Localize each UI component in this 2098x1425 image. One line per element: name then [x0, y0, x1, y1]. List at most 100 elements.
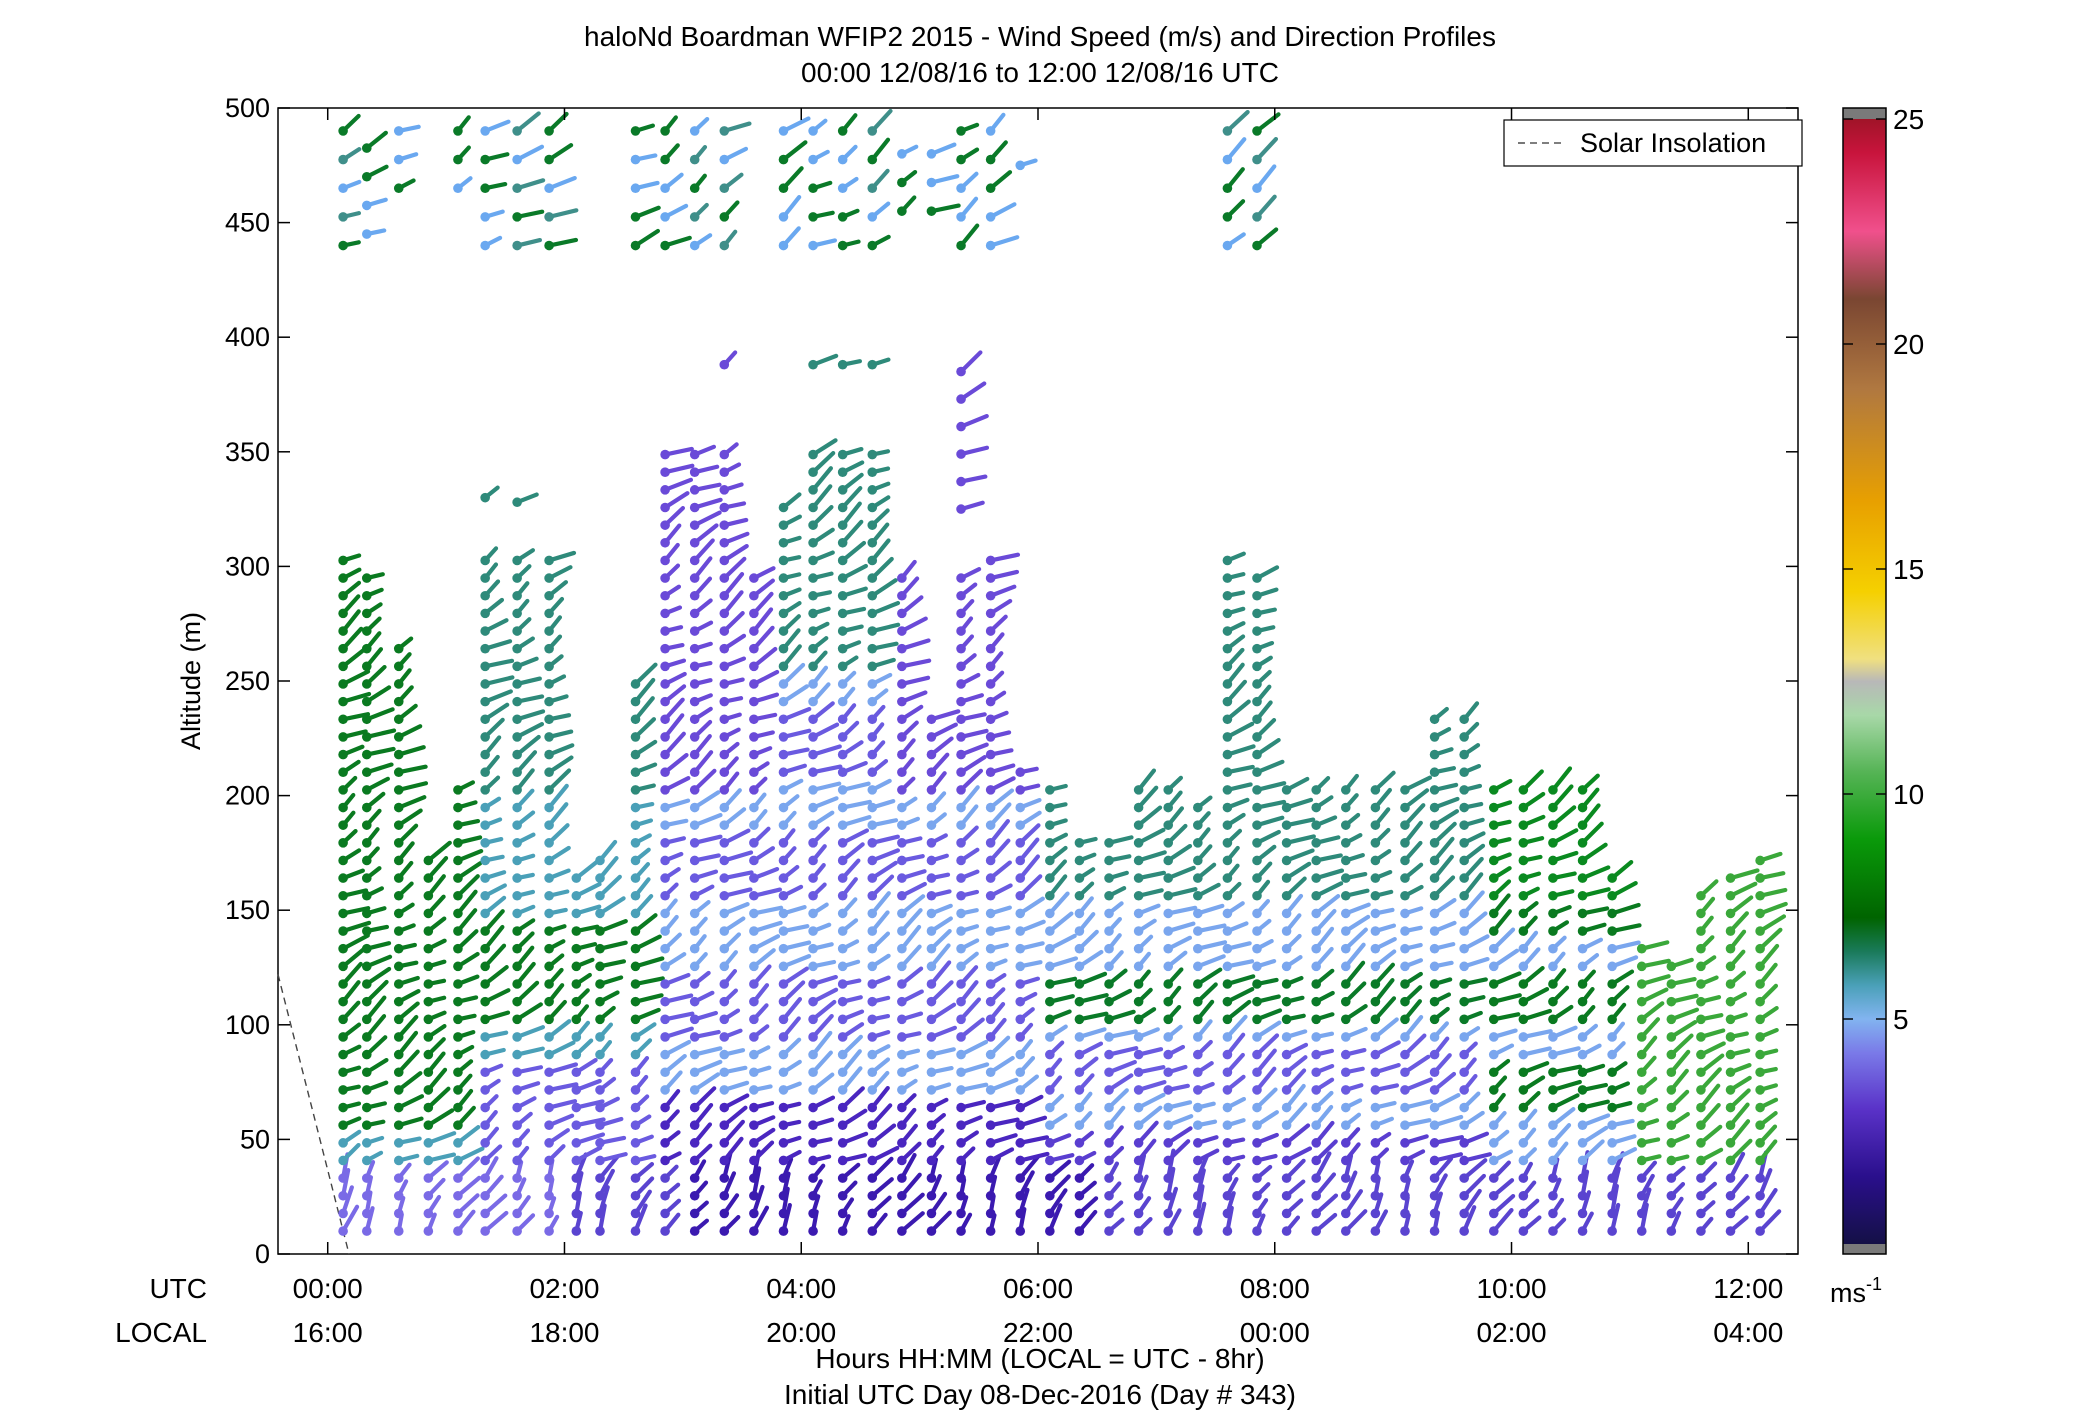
wind-barb [1459, 801, 1484, 813]
wind-barb-dot [660, 449, 670, 460]
wind-barb [571, 1117, 606, 1130]
wind-barb-dot [338, 820, 348, 830]
wind-barb [749, 1140, 775, 1166]
wind-barb [985, 1213, 997, 1236]
wind-barb-dot [338, 1190, 348, 1201]
wind-barb-dot [1370, 890, 1381, 901]
wind-barb-dot [544, 555, 554, 566]
wind-barb-dot [544, 926, 554, 936]
wind-barb [1311, 1031, 1335, 1042]
wind-barb-dot [1015, 961, 1026, 972]
wind-barb-dot [361, 696, 372, 707]
wind-barb-dot [423, 1155, 434, 1166]
wind-barb [1133, 870, 1166, 883]
wind-barb [1725, 1138, 1753, 1166]
wind-barb [1340, 1127, 1361, 1148]
wind-barb-dot [544, 1014, 554, 1025]
wind-barb-dot [660, 943, 670, 954]
wind-barb-dot [778, 873, 789, 883]
wind-barb-dot [719, 1120, 730, 1130]
wind-barb-dot [956, 820, 966, 830]
wind-barb [1281, 1215, 1301, 1236]
wind-barb-dot [1518, 1226, 1529, 1236]
wind-barb [338, 775, 358, 795]
wind-barb-dot [985, 626, 996, 636]
wind-barb-dot [544, 1120, 554, 1130]
wind-barb [867, 1044, 891, 1060]
wind-barb-dot [926, 996, 937, 1007]
wind-barb-dot [778, 943, 789, 954]
wind-barb-dot [808, 1014, 818, 1025]
wind-barb-dot [595, 855, 605, 866]
wind-barb [808, 1179, 823, 1201]
wind-barb-dot [361, 979, 372, 989]
wind-barb [749, 607, 774, 636]
wind-barb-dot [897, 890, 907, 901]
wind-barb [512, 237, 543, 251]
wind-barb-dot [837, 855, 848, 866]
wind-barb-dot [338, 661, 348, 672]
chart-title: haloNd Boardman WFIP2 2015 - Wind Speed … [584, 21, 1496, 52]
wind-barb-dot [837, 1173, 848, 1183]
wind-barb-dot [808, 154, 818, 165]
wind-barb-dot [926, 714, 937, 725]
wind-barb [1577, 937, 1604, 954]
wind-barb [1133, 951, 1152, 972]
wind-barb-dot [1045, 961, 1055, 972]
wind-barb [837, 686, 856, 707]
wind-barb [338, 1101, 362, 1113]
wind-barb [1193, 954, 1226, 972]
wind-barb-dot [1696, 1032, 1706, 1042]
wind-barb-dot [985, 1085, 996, 1095]
wind-barb-dot [778, 1190, 789, 1201]
wind-barb [1400, 1149, 1426, 1166]
x-tick-label-local: 00:00 [1240, 1317, 1310, 1348]
wind-barb [1222, 137, 1247, 165]
wind-barb-dot [338, 767, 348, 778]
wind-barb-dot [867, 1032, 878, 1042]
wind-barb-dot [956, 855, 966, 866]
wind-barb-dot [1488, 873, 1499, 883]
wind-barb [1222, 572, 1246, 583]
wind-barb-dot [956, 366, 966, 377]
wind-barb-dot [544, 873, 554, 883]
wind-barb-dot [1459, 1190, 1469, 1201]
wind-barb-dot [867, 838, 878, 848]
wind-barb [719, 543, 749, 566]
wind-barb [338, 906, 371, 919]
wind-barb [338, 147, 362, 165]
wind-barb [1045, 1009, 1072, 1025]
wind-barb-dot [867, 573, 878, 583]
wind-barb-dot [926, 149, 937, 159]
wind-barb-dot [1222, 1190, 1233, 1201]
wind-barb-dot [660, 802, 670, 813]
wind-barb-dot [1400, 1226, 1410, 1236]
wind-barb [1636, 1173, 1655, 1201]
wind-barb-dot [1074, 855, 1085, 866]
wind-barb-dot [1340, 802, 1351, 813]
wind-barb-dot [630, 890, 641, 901]
wind-barb-dot [480, 838, 490, 848]
wind-barb [1400, 985, 1423, 1007]
wind-barb-dot [808, 608, 818, 619]
wind-barb [1222, 1137, 1246, 1148]
wind-barb [423, 916, 447, 936]
wind-barb [630, 1176, 655, 1201]
wind-barb-dot [1311, 1173, 1321, 1183]
wind-barb [595, 975, 624, 989]
wind-barb-dot [1015, 926, 1026, 936]
wind-barb [1725, 1102, 1750, 1130]
wind-barb-dot [1755, 1190, 1765, 1201]
wind-barb [1281, 1179, 1306, 1201]
wind-barb [1459, 1173, 1486, 1201]
wind-barb-dot [719, 926, 730, 936]
wind-barb [1045, 1075, 1063, 1095]
wind-barb [749, 1084, 773, 1095]
wind-barb-dot [660, 979, 670, 989]
wind-barb [1488, 778, 1513, 795]
wind-barb-dot [660, 590, 670, 601]
wind-barb-dot [1755, 979, 1765, 989]
wind-barb [660, 523, 682, 548]
wind-barb [595, 959, 627, 972]
